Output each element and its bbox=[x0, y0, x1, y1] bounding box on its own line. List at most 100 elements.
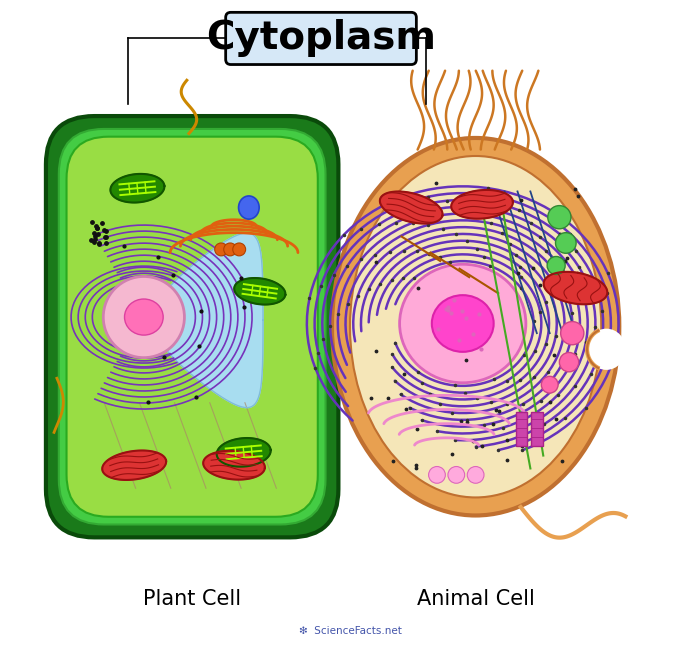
Polygon shape bbox=[452, 190, 513, 219]
Polygon shape bbox=[111, 174, 164, 203]
Point bbox=[442, 305, 454, 315]
Point bbox=[90, 234, 101, 245]
Point bbox=[429, 208, 440, 218]
Text: Animal Cell: Animal Cell bbox=[416, 589, 535, 609]
Point bbox=[442, 302, 454, 313]
Point bbox=[572, 191, 583, 201]
Point bbox=[382, 393, 393, 403]
Point bbox=[432, 324, 443, 334]
Point bbox=[93, 239, 104, 249]
Ellipse shape bbox=[559, 353, 579, 372]
Point bbox=[472, 307, 483, 318]
Point bbox=[512, 269, 524, 279]
Point bbox=[467, 435, 478, 446]
Point bbox=[487, 419, 498, 429]
Text: Cytoplasm: Cytoplasm bbox=[206, 19, 436, 58]
Point bbox=[92, 229, 104, 239]
Point bbox=[477, 310, 489, 320]
Point bbox=[556, 456, 568, 466]
Ellipse shape bbox=[125, 299, 163, 335]
Point bbox=[92, 223, 103, 234]
Point bbox=[412, 193, 423, 204]
Ellipse shape bbox=[428, 466, 445, 483]
Ellipse shape bbox=[587, 329, 626, 370]
Point bbox=[101, 232, 112, 243]
Ellipse shape bbox=[432, 295, 493, 352]
Point bbox=[400, 404, 412, 414]
Ellipse shape bbox=[239, 196, 259, 219]
Point bbox=[90, 230, 101, 241]
Point bbox=[87, 217, 98, 228]
Ellipse shape bbox=[541, 377, 558, 393]
Point bbox=[554, 229, 566, 239]
Point bbox=[412, 424, 423, 434]
Ellipse shape bbox=[467, 466, 484, 483]
Ellipse shape bbox=[548, 206, 571, 229]
Point bbox=[473, 309, 484, 319]
Point bbox=[433, 303, 444, 314]
Point bbox=[99, 232, 110, 242]
Point bbox=[100, 238, 111, 248]
Point bbox=[410, 460, 421, 470]
Point bbox=[461, 355, 472, 366]
Point bbox=[534, 280, 545, 290]
Polygon shape bbox=[203, 451, 265, 479]
Point bbox=[545, 397, 556, 408]
Point bbox=[440, 304, 452, 314]
Point bbox=[93, 238, 104, 248]
Point bbox=[461, 313, 472, 323]
Point bbox=[548, 350, 559, 360]
Point bbox=[501, 455, 512, 466]
Point bbox=[446, 449, 457, 459]
Point bbox=[467, 329, 478, 339]
Point bbox=[370, 256, 382, 267]
Ellipse shape bbox=[332, 138, 620, 516]
Point bbox=[501, 434, 512, 444]
Point bbox=[560, 256, 571, 266]
Point bbox=[527, 263, 538, 274]
Point bbox=[517, 441, 528, 451]
Polygon shape bbox=[544, 272, 608, 304]
Point bbox=[491, 405, 502, 415]
Point bbox=[556, 245, 568, 255]
Ellipse shape bbox=[104, 276, 184, 358]
Point bbox=[514, 428, 525, 438]
Point bbox=[85, 235, 97, 245]
Point bbox=[456, 305, 468, 316]
Point bbox=[365, 393, 377, 403]
Point bbox=[453, 334, 464, 345]
Polygon shape bbox=[380, 192, 442, 224]
Point bbox=[88, 236, 99, 247]
Point bbox=[494, 406, 505, 416]
Point bbox=[445, 308, 456, 318]
Bar bbox=[516, 412, 527, 446]
FancyBboxPatch shape bbox=[66, 137, 318, 517]
Ellipse shape bbox=[561, 322, 584, 345]
Ellipse shape bbox=[448, 466, 465, 483]
Point bbox=[476, 344, 487, 354]
Point bbox=[455, 415, 466, 426]
Point bbox=[449, 295, 460, 305]
FancyBboxPatch shape bbox=[46, 116, 338, 538]
Point bbox=[370, 345, 382, 356]
Text: ❇  ScienceFacts.net: ❇ ScienceFacts.net bbox=[299, 626, 401, 637]
Point bbox=[388, 456, 399, 466]
Polygon shape bbox=[234, 278, 286, 305]
Point bbox=[451, 197, 462, 207]
Bar bbox=[531, 412, 542, 446]
Point bbox=[476, 441, 487, 451]
Text: Plant Cell: Plant Cell bbox=[143, 589, 241, 609]
FancyBboxPatch shape bbox=[225, 12, 416, 65]
Point bbox=[462, 417, 473, 427]
Ellipse shape bbox=[556, 233, 576, 253]
Point bbox=[412, 283, 423, 293]
Ellipse shape bbox=[215, 243, 228, 256]
Point bbox=[430, 177, 441, 188]
Point bbox=[88, 228, 99, 238]
Point bbox=[96, 217, 107, 228]
Ellipse shape bbox=[233, 243, 246, 256]
Ellipse shape bbox=[547, 256, 565, 274]
Point bbox=[570, 183, 581, 193]
Point bbox=[100, 226, 111, 236]
Ellipse shape bbox=[350, 156, 601, 498]
